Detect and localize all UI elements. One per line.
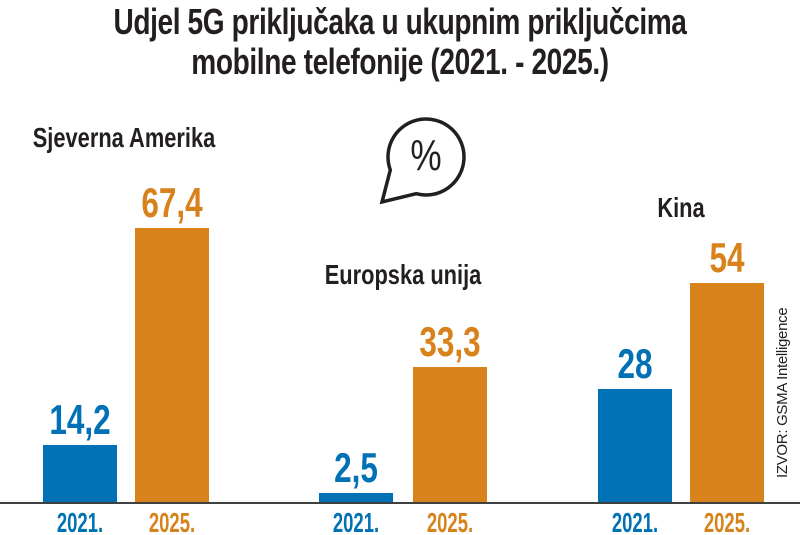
value-label: 14,2 <box>49 396 111 443</box>
year-label: 2021. <box>611 507 659 535</box>
bar-2025 <box>135 228 209 503</box>
source-credit: IZVOR: GSMA Intelligence <box>774 307 791 478</box>
bar-2021 <box>319 493 393 503</box>
bar-2021 <box>598 389 672 503</box>
percent-speech-bubble-icon <box>379 117 466 205</box>
bar-2025 <box>413 367 487 503</box>
year-label: 2025. <box>148 507 196 535</box>
group-label: Kina <box>657 192 705 223</box>
chart-title: Udjel 5G priključaka u ukupnim priključc… <box>0 2 800 82</box>
value-label: 33,3 <box>419 318 481 365</box>
year-label: 2025. <box>426 507 474 535</box>
value-label: 2,5 <box>334 444 378 491</box>
value-label: 54 <box>709 234 745 281</box>
bar-2025 <box>690 283 764 503</box>
chart-title-line1: Udjel 5G priključaka u ukupnim priključc… <box>113 1 687 42</box>
chart-title-line2: mobilne telefonije (2021. - 2025.) <box>191 41 609 82</box>
value-label: 67,4 <box>141 179 203 226</box>
group-label: Sjeverna Amerika <box>32 122 216 153</box>
percent-symbol: % <box>410 131 442 180</box>
group-label: Europska unija <box>324 259 482 290</box>
value-label: 28 <box>617 340 653 387</box>
year-label: 2021. <box>56 507 104 535</box>
bar-2021 <box>43 445 117 503</box>
year-label: 2025. <box>703 507 751 535</box>
year-label: 2021. <box>332 507 380 535</box>
x-axis-baseline <box>0 502 800 504</box>
